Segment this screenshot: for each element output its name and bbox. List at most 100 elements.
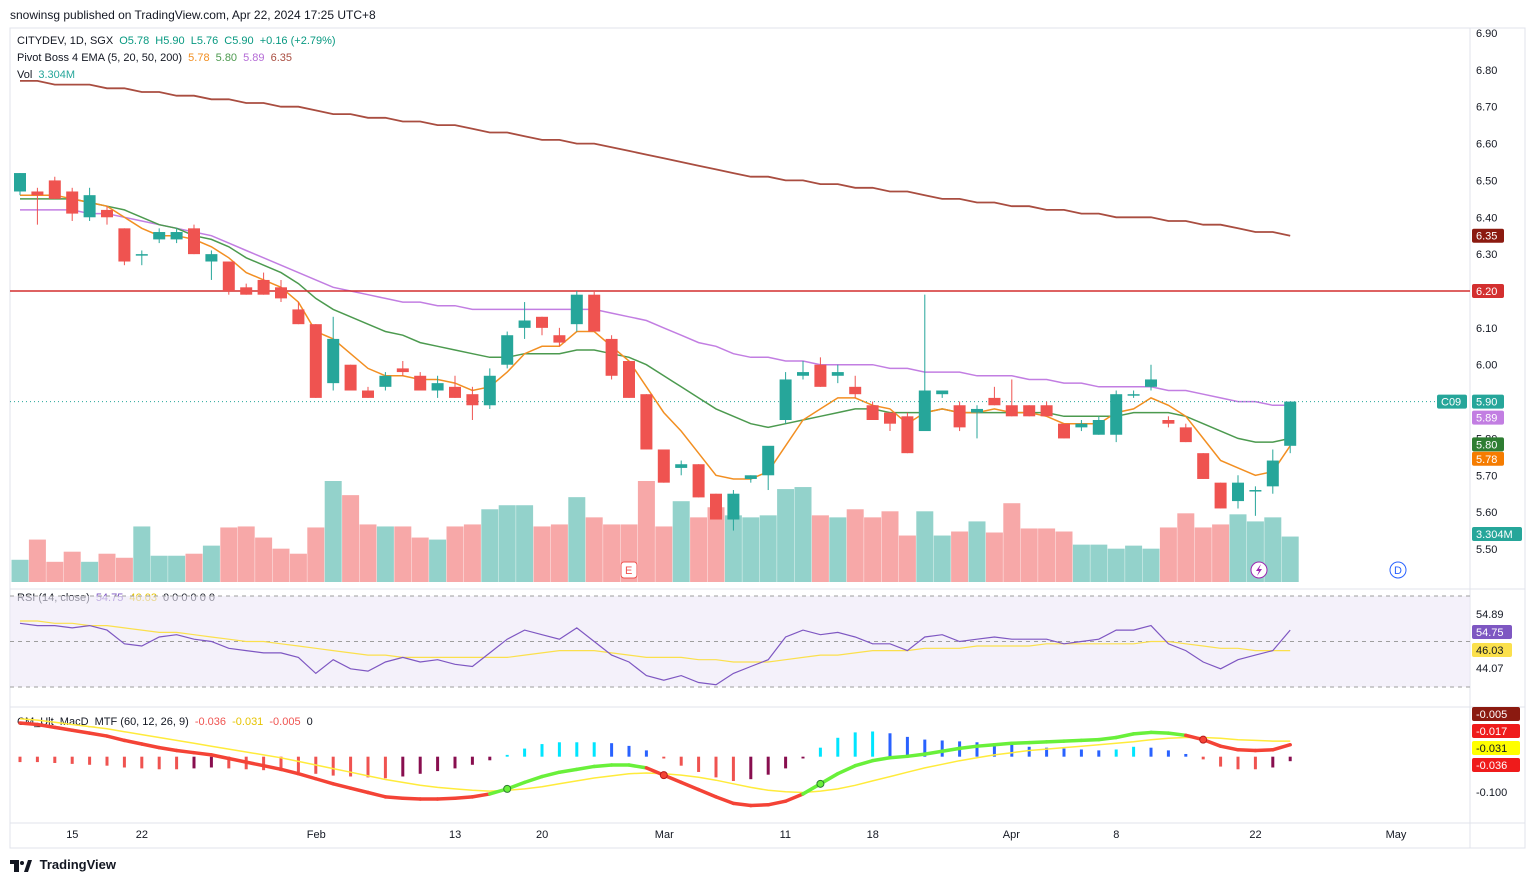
volume-bar [342, 495, 360, 582]
macd-line-segment [1166, 731, 1188, 738]
macd-line-segment [1097, 735, 1118, 742]
macd-histogram-bar [488, 756, 492, 761]
candle-body [1197, 453, 1210, 479]
macd-histogram-bar [1288, 756, 1292, 762]
ema5-price-tag: 5.78 [1476, 454, 1497, 466]
macd-histogram-bar [592, 742, 596, 757]
macd-histogram-bar [279, 756, 283, 772]
macd-histogram-bar [349, 756, 353, 777]
macd-histogram-bar [940, 740, 944, 757]
tradingview-logo-icon [10, 859, 32, 872]
candle-body [884, 412, 896, 424]
candle-body [675, 464, 688, 468]
low-value: L5.76 [190, 35, 219, 47]
volume-bar [202, 545, 220, 582]
tradingview-footer: TradingView [10, 857, 116, 872]
macd-histogram-bar [35, 756, 39, 763]
main-legend[interactable]: CITYDEV, 1D, SGX O5.78 H5.90 L5.76 C5.90… [17, 35, 339, 47]
candle-body [1040, 405, 1053, 417]
candle-body [1058, 423, 1070, 439]
volume-bar [81, 561, 99, 582]
macd-cross-dot [1199, 735, 1208, 744]
ema5-tag-bg [1472, 451, 1504, 466]
price-tick-label: 6.80 [1476, 65, 1497, 77]
volume-bar [463, 524, 481, 582]
candle-body [14, 173, 26, 192]
volume-bar [237, 526, 255, 582]
candle-body [814, 364, 827, 387]
volume-bar [655, 526, 673, 582]
ema50-tag-bg [1472, 410, 1504, 425]
candle-body [727, 493, 740, 520]
vol-tag-bg [1472, 527, 1522, 541]
volume-bar [742, 517, 760, 582]
volume-bar [359, 524, 377, 582]
vol-legend[interactable]: Vol 3.304M [17, 69, 78, 81]
macd-price-tag: -0.031 [1476, 743, 1507, 755]
macd-line-segment [522, 774, 544, 785]
macd-histogram-bar [1010, 744, 1014, 757]
macd-histogram-bar [731, 756, 735, 781]
candle-body [1249, 490, 1262, 492]
ema20-price-tag: 5.80 [1476, 439, 1497, 451]
candle-body [483, 375, 496, 406]
volume-bar [794, 487, 812, 582]
volume-bar [1281, 536, 1299, 582]
volume-bar [759, 515, 777, 582]
ema50-price-tag: 5.89 [1476, 413, 1497, 425]
ema-legend[interactable]: Pivot Boss 4 EMA (5, 20, 50, 200) 5.78 5… [17, 52, 295, 64]
volume-bar [1072, 544, 1090, 582]
candle-body [797, 372, 809, 376]
macd-line-segment [279, 767, 301, 776]
volume-bar [481, 509, 499, 582]
macd-tag-bg [1472, 758, 1520, 772]
volume-bar [898, 535, 916, 582]
publisher-header: snowinsg published on TradingView.com, A… [10, 8, 376, 22]
volume-bar [307, 527, 325, 582]
macd-line-segment [1062, 738, 1084, 743]
time-tick-label: 18 [867, 829, 879, 841]
volume-bar [1177, 513, 1195, 582]
macd-line-segment [1149, 730, 1171, 735]
ema50-value: 5.89 [243, 52, 265, 64]
volume-bar [168, 555, 186, 582]
candle-body [362, 390, 374, 398]
volume-bar [846, 509, 864, 582]
macd-legend[interactable]: CM_Ult_MacD_MTF (60, 12, 26, 9) -0.036 -… [17, 716, 316, 728]
volume-bar [637, 481, 655, 582]
macd-line-segment [122, 738, 144, 746]
macd-histogram-bar [453, 756, 457, 769]
candle-body [1232, 482, 1244, 502]
macd-signal-value: -0.031 [232, 716, 264, 728]
candle-body [31, 191, 44, 196]
volume-bar [394, 526, 412, 582]
candle-body [170, 232, 183, 240]
macd-line-segment [1114, 732, 1136, 740]
ema5-value: 5.78 [188, 52, 210, 64]
candle-body [588, 294, 601, 332]
macd-histogram-bar [1027, 746, 1031, 757]
volume-bar [150, 555, 168, 582]
chart-frame [9, 27, 1526, 849]
macd-histogram-bar [1271, 756, 1275, 768]
candle-body [1092, 420, 1105, 435]
time-tick-label: 15 [66, 829, 78, 841]
volume-bar [777, 489, 795, 582]
candle-body [101, 209, 113, 218]
candle-body [48, 180, 61, 199]
macd-line-segment [957, 744, 979, 751]
candle-body [1110, 394, 1123, 435]
candle-body [918, 390, 931, 432]
macd-line-segment [679, 780, 701, 792]
macd-zero: 0 [306, 716, 313, 728]
change-value: +0.16 (+2.79%) [259, 35, 336, 47]
candle-body [275, 287, 287, 299]
candle-body [570, 294, 583, 325]
macd-line-segment [870, 756, 892, 763]
candle-body [1266, 460, 1279, 487]
macd-histogram-bar [88, 756, 92, 765]
candle-body [466, 394, 479, 406]
macd-histogram-bar [575, 742, 579, 757]
volume-bar [220, 527, 238, 582]
